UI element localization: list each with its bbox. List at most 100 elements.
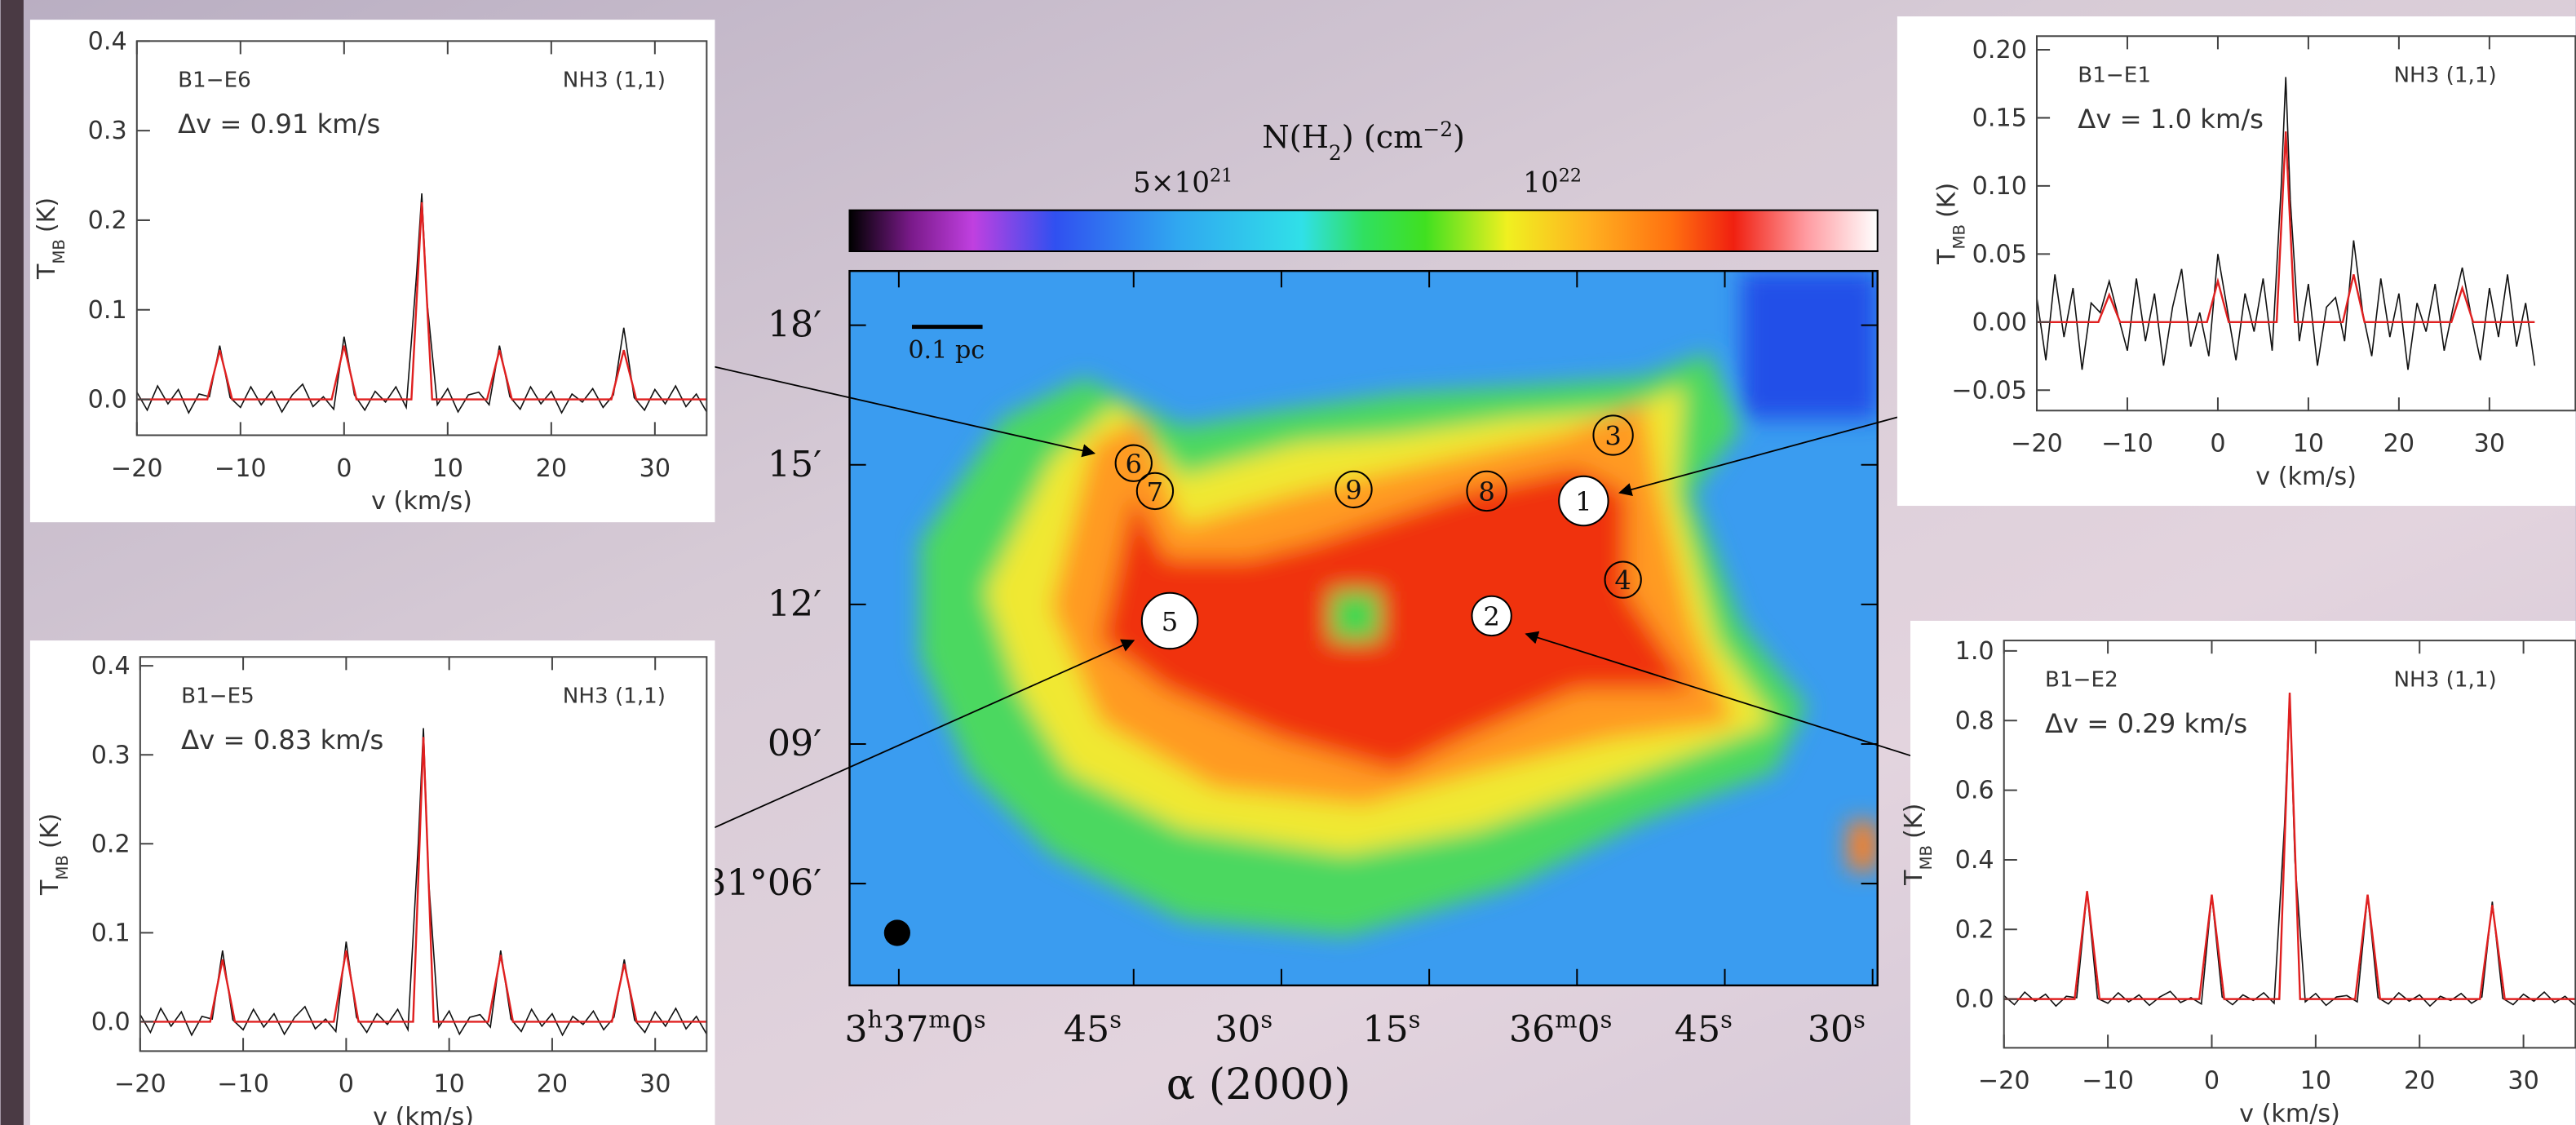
core-label: 2 [1483,601,1500,632]
text-part: 3 [844,1008,867,1050]
x-axis-label: v (km/s) [2239,1100,2340,1125]
y-tick-label: 18′ [768,304,821,346]
x-tick-label: 0 [336,454,352,483]
y-tick-label: −0.05 [1951,376,2027,405]
panel-background [30,640,715,1125]
text-part: 45 [1064,1008,1109,1050]
spectrum-panel: −20−1001020300.00.10.20.30.4v (km/s)TMB(… [30,640,715,1125]
text-part: T [1932,249,1961,265]
core-label: 6 [1126,449,1143,480]
line-label: NH3 (1,1) [563,69,666,93]
line-label: NH3 (1,1) [2393,64,2496,88]
text-part: T [33,264,61,280]
panel-background [30,20,715,522]
text-part: MB [53,855,72,879]
text-part: 2 [1329,141,1342,165]
y-tick-label: 0.1 [91,919,131,947]
y-tick-label: 0.6 [1955,777,1994,805]
x-tick-label: 20 [2404,1067,2435,1096]
x-tick-label: 20 [536,454,567,483]
y-tick-label: 31°06′ [703,862,821,904]
y-tick-label: 0.0 [1955,985,1994,1014]
text-part: ) [1453,120,1465,156]
text-part: 45 [1675,1008,1720,1050]
x-tick-label: −20 [1978,1067,2030,1096]
text-part: (K) [1900,804,1928,839]
x-tick-label: 0 [2210,430,2225,458]
x-tick-label: 3h37m0s [844,1005,985,1050]
text-part: 21 [1210,166,1233,187]
core-label: 7 [1147,476,1164,507]
text-part: 0 [1578,1008,1600,1050]
x-tick-label: 30 [640,454,671,483]
panel-background [1910,621,2575,1125]
y-tick-label: 1.0 [1955,637,1994,666]
text-part: ) (cm [1342,120,1423,156]
x-tick-label: −20 [111,454,163,483]
core-label: 5 [1162,606,1179,637]
text-part: s [1600,1005,1613,1033]
x-tick-label: 10 [433,1070,464,1099]
x-tick-label: 10 [432,454,463,483]
x-tick-label: −10 [217,1070,269,1099]
text-part: s [1260,1005,1273,1033]
spectrum-panel: −20−1001020300.00.20.40.60.81.0v (km/s)T… [1900,621,2575,1125]
annotation: Δv = 0.29 km/s [2045,708,2247,739]
scale-bar-label: 0.1 pc [908,336,985,365]
y-tick-label: 12′ [768,583,821,625]
y-tick-label: 0.4 [91,652,131,680]
y-tick-label: 15′ [768,444,821,485]
text-part: s [1720,1005,1733,1033]
y-tick-label: 0.00 [1972,308,2027,337]
y-tick-label: 0.0 [88,386,127,414]
page: 0.1 pc α (2000) 123456789 N(H2) (cm−2)5×… [0,0,2576,1125]
annotation: Δv = 1.0 km/s [2078,104,2264,135]
x-tick-label: 20 [2383,430,2414,458]
text-part: T [1900,870,1928,886]
text-part: m [1555,1005,1577,1033]
text-part: 30 [1808,1008,1853,1050]
text-part: 36 [1509,1008,1555,1050]
core-label: 9 [1345,475,1362,506]
text-part: (K) [1932,183,1961,218]
spectrum-title: B1−E1 [2078,64,2151,88]
y-tick-label: 0.4 [88,27,127,55]
y-tick-label: 0.20 [1972,36,2027,64]
y-tick-label: 0.8 [1955,706,1994,735]
x-axis-label: α (2000) [1166,1060,1351,1109]
x-tick-label: −10 [2082,1067,2134,1096]
text-part: s [1853,1005,1866,1033]
text-part: 15 [1362,1008,1408,1050]
text-part: 10 [1523,167,1559,200]
background-edge [1,0,24,1125]
annotation: Δv = 0.83 km/s [181,724,383,755]
x-tick-label: 10 [2300,1067,2331,1096]
text-part: m [928,1005,950,1033]
text-part: N(H [1262,120,1329,156]
map-region [1330,591,1379,640]
x-tick-label: −10 [2101,430,2153,458]
y-tick-label: 09′ [768,723,821,764]
spectrum-title: B1−E6 [178,69,251,93]
text-part: 30 [1215,1008,1260,1050]
text-part: 22 [1559,166,1582,187]
x-tick-label: 30 [2474,430,2505,458]
map-region [1848,822,1877,870]
line-label: NH3 (1,1) [2393,667,2496,692]
core-label: 8 [1478,476,1495,507]
spectrum-panel: −20−1001020300.00.10.20.30.4v (km/s)TMB(… [30,20,715,522]
text-part: MB [50,239,69,264]
y-tick-label: 0.0 [91,1008,131,1036]
y-tick-label: 0.1 [88,296,127,325]
text-part: −2 [1423,117,1453,141]
x-tick-label: −20 [2011,430,2063,458]
x-tick-label: 30 [2507,1067,2538,1096]
text-part: h [868,1005,883,1033]
y-tick-label: 0.15 [1972,104,2027,132]
y-tick-label: 0.05 [1972,240,2027,268]
text-part: 5×10 [1133,167,1210,200]
core-label: 1 [1575,486,1592,517]
core-label: 3 [1604,421,1622,452]
annotation: Δv = 0.91 km/s [178,109,380,140]
text-part: MB [1950,224,1968,249]
